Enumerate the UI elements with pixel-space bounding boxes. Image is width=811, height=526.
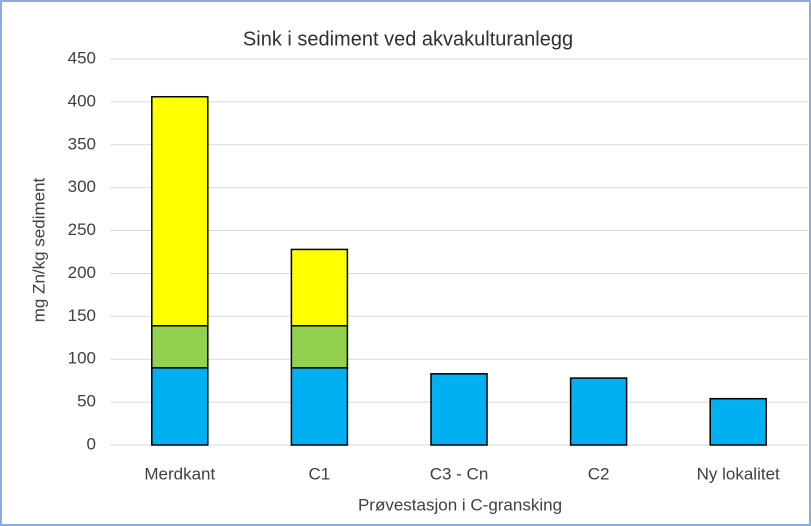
y-tick-label: 50 <box>77 392 96 411</box>
y-tick-label: 300 <box>68 177 96 196</box>
y-tick-label: 350 <box>68 134 96 153</box>
x-tick-label: C3 - Cn <box>430 464 489 483</box>
x-tick-label: Merdkant <box>144 464 215 483</box>
y-tick-label: 0 <box>87 434 96 453</box>
y-tick-label: 400 <box>68 91 96 110</box>
y-axis-label: mg Zn/kg sediment <box>29 177 48 322</box>
x-tick-label: C2 <box>588 464 610 483</box>
y-tick-label: 250 <box>68 220 96 239</box>
bar-segment <box>151 367 209 446</box>
bar-segment <box>151 95 209 327</box>
x-tick-label: C1 <box>309 464 331 483</box>
bar-segment <box>290 248 349 327</box>
y-tick-label: 100 <box>68 349 96 368</box>
chart-title: Sink i sediment ved akvakulturanlegg <box>243 28 573 50</box>
bar-segment <box>709 397 767 446</box>
bar-segment <box>430 373 488 446</box>
bar-segment <box>151 325 209 369</box>
y-tick-label: 450 <box>68 48 96 67</box>
bar-segment <box>290 367 349 446</box>
x-axis-label: Prøvestasjon i C-gransking <box>358 495 562 514</box>
y-tick-label: 200 <box>68 263 96 282</box>
bar-segment <box>569 377 628 446</box>
y-tick-label: 150 <box>68 306 96 325</box>
x-tick-label: Ny lokalitet <box>697 464 780 483</box>
bar-segment <box>290 325 349 369</box>
